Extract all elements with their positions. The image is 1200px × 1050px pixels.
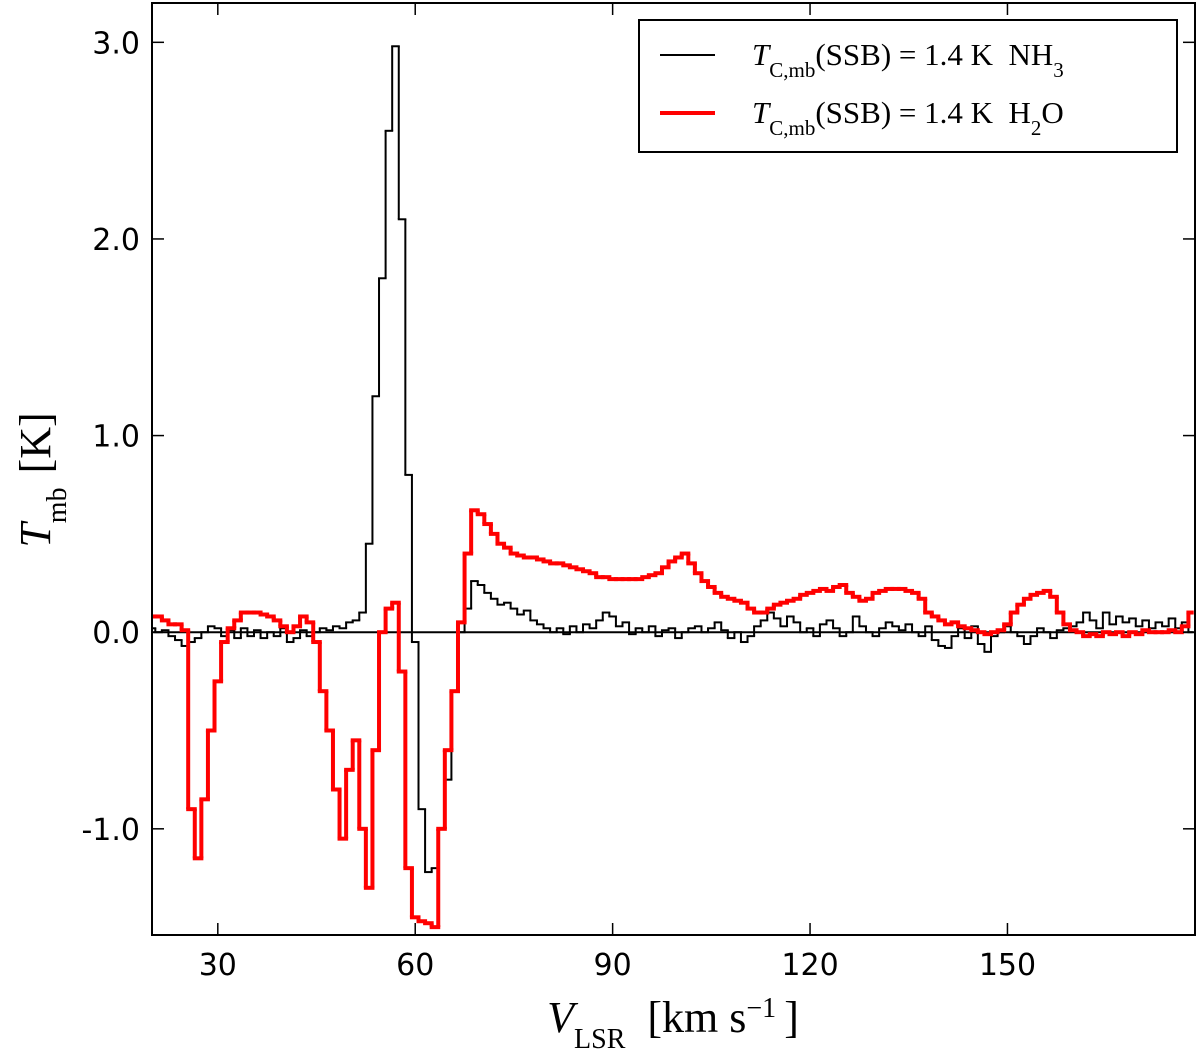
y-tick-label: 0.0	[92, 616, 140, 651]
label-part: −1	[746, 993, 776, 1024]
legend-label: TC,mb(SSB) = 1.4 K NH3	[752, 37, 1064, 82]
axes-frame	[151, 2, 1196, 936]
x-tick-label: 30	[199, 948, 237, 983]
label-part: [K]	[11, 412, 60, 473]
label-part: 2	[1031, 116, 1042, 140]
y-tick-label: -1.0	[81, 813, 140, 848]
plot-area	[152, 45, 1195, 930]
label-part: T	[11, 520, 60, 548]
y-axis-label: Tmb [K]	[11, 412, 73, 547]
label-part: C,mb	[769, 116, 815, 140]
y-tick-label: 2.0	[92, 223, 140, 258]
legend-frame	[638, 19, 1178, 153]
y-tick-label: 1.0	[92, 420, 140, 455]
label-part: 3	[1053, 58, 1064, 82]
x-tick-label: 90	[594, 948, 632, 983]
x-tick-label: 150	[979, 948, 1036, 983]
label-part: [km s	[647, 993, 746, 1042]
label-part: LSR	[574, 1024, 626, 1050]
label-part: mb	[42, 487, 73, 523]
label-part: (SSB) = 1.4 K H	[815, 95, 1031, 130]
label-part: C,mb	[769, 58, 815, 82]
y-tick-label: 3.0	[92, 26, 140, 61]
step-riser	[154, 46, 1190, 873]
label-part: O	[1041, 95, 1063, 130]
label-part: T	[752, 37, 772, 72]
x-tick-label: 120	[781, 948, 838, 983]
label-part: (SSB) = 1.4 K NH	[815, 37, 1053, 72]
x-axis-label: VLSR [km s−1]	[547, 993, 799, 1050]
legend-label: TC,mb(SSB) = 1.4 K H2O	[752, 95, 1064, 140]
label-part: V	[547, 993, 579, 1042]
label-part: ]	[784, 993, 799, 1042]
x-tick-label: 60	[396, 948, 434, 983]
label-part: T	[752, 95, 772, 130]
